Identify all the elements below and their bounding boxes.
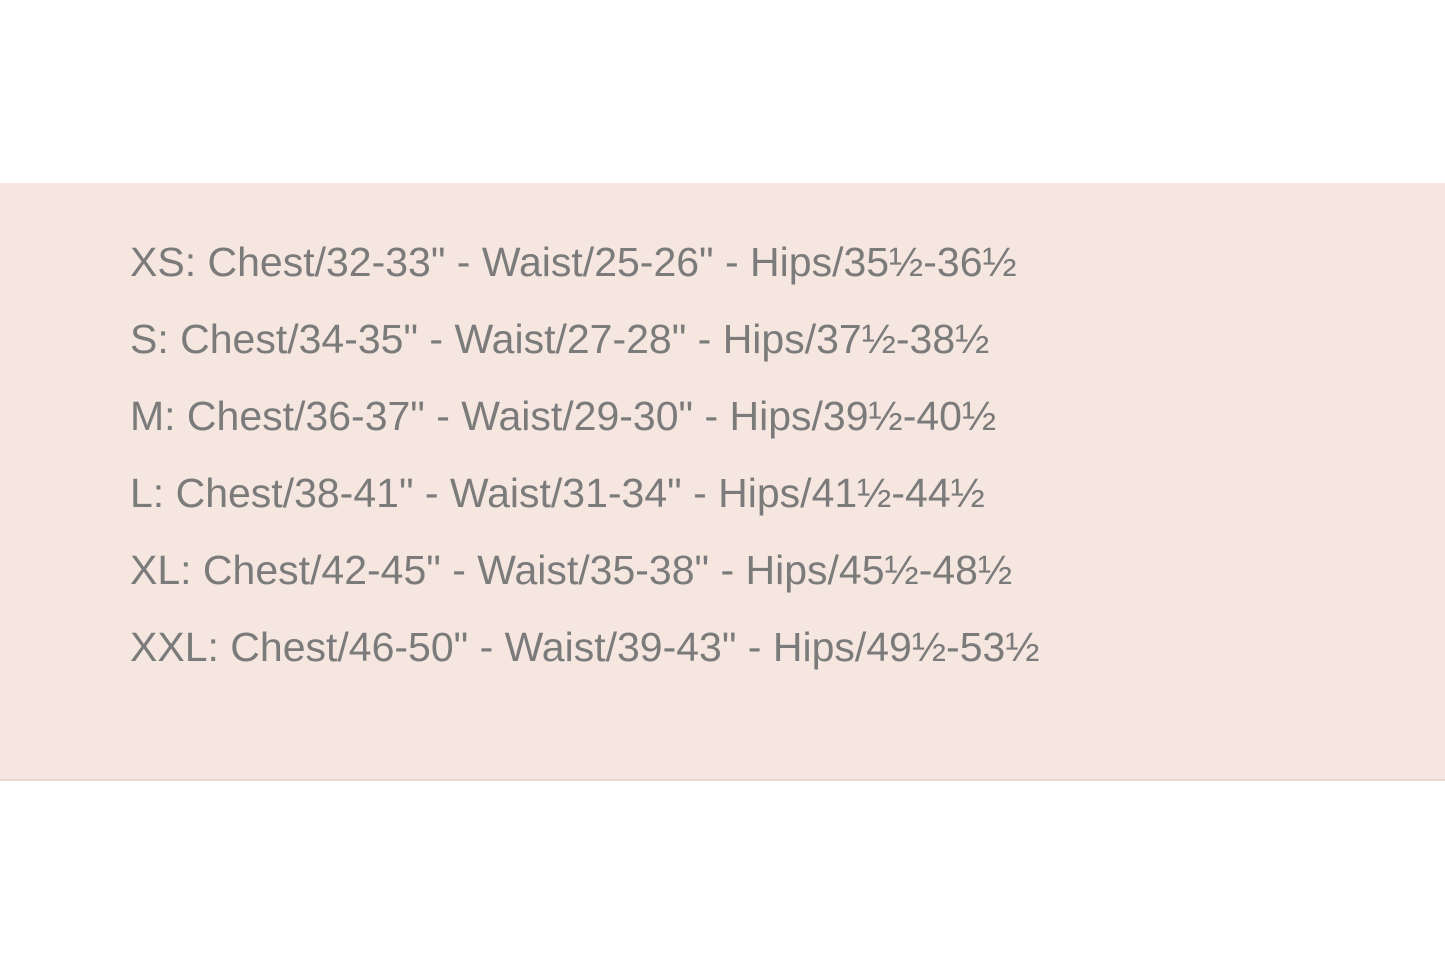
- size-chart-panel: [0, 183, 1445, 781]
- size-row-xl: XL: Chest/42-45" - Waist/35-38" - Hips/4…: [130, 547, 1013, 593]
- size-row-m: M: Chest/36-37" - Waist/29-30" - Hips/39…: [130, 393, 997, 439]
- size-row-l: L: Chest/38-41" - Waist/31-34" - Hips/41…: [130, 470, 985, 516]
- size-row-s: S: Chest/34-35" - Waist/27-28" - Hips/37…: [130, 316, 990, 362]
- size-chart-list: XS: Chest/32-33" - Waist/25-26" - Hips/3…: [130, 236, 1040, 698]
- size-row-xs: XS: Chest/32-33" - Waist/25-26" - Hips/3…: [130, 239, 1017, 285]
- size-row-xxl: XXL: Chest/46-50" - Waist/39-43" - Hips/…: [130, 624, 1040, 670]
